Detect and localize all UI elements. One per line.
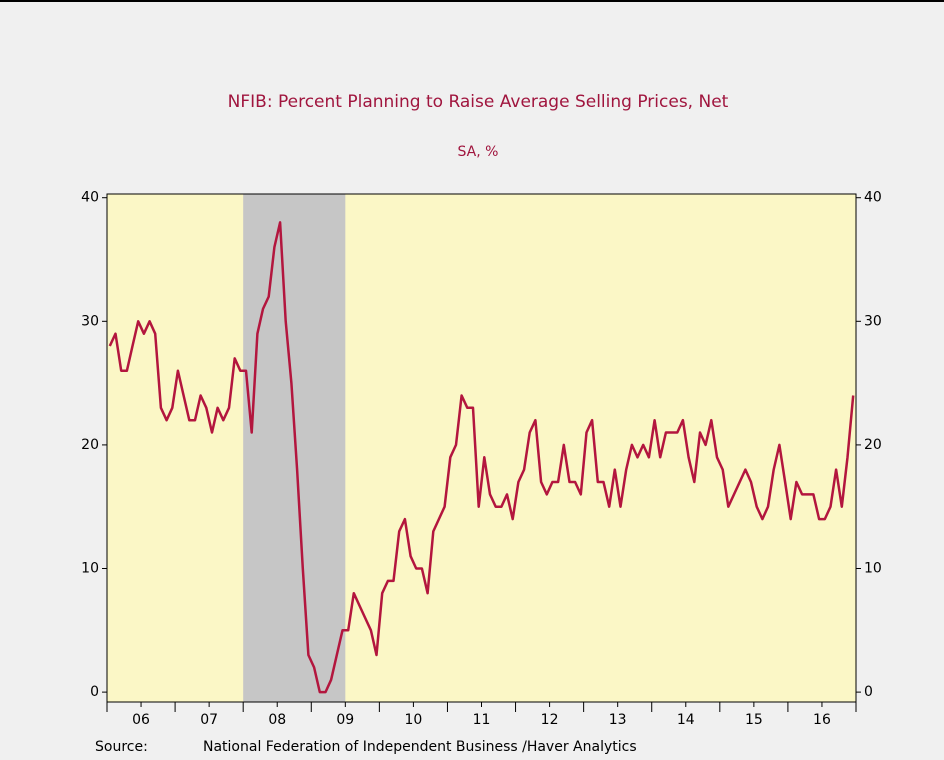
x-tick-label: 07 (200, 712, 218, 728)
x-tick-label: 16 (813, 712, 831, 728)
y-tick-label: 10 (81, 561, 99, 577)
y-tick-label: 20 (81, 437, 99, 453)
recession-band (243, 194, 346, 702)
y-tick-label: 40 (81, 190, 99, 206)
source-label: Source: (95, 739, 148, 755)
x-tick-label: 10 (404, 712, 422, 728)
x-tick-label: 08 (268, 712, 286, 728)
y2-tick-label: 40 (864, 190, 882, 206)
chart-title: NFIB: Percent Planning to Raise Average … (228, 92, 729, 112)
y-tick-label: 30 (81, 313, 99, 329)
y2-tick-label: 10 (864, 561, 882, 577)
x-tick-label: 12 (541, 712, 559, 728)
series-line (108, 221, 855, 694)
x-tick-label: 11 (473, 712, 491, 728)
x-tick-label: 15 (745, 712, 763, 728)
y2-tick-label: 20 (864, 437, 882, 453)
x-tick-label: 09 (336, 712, 354, 728)
source: National Federation of Independent Busin… (203, 739, 637, 755)
chart-subtitle: SA, % (458, 144, 499, 160)
y-tick-label: 0 (90, 684, 99, 700)
plot-area (107, 194, 856, 702)
x-tick-label: 13 (609, 712, 627, 728)
x-tick-label: 14 (677, 712, 695, 728)
x-tick-label: 06 (132, 712, 150, 728)
y2-tick-label: 0 (864, 684, 873, 700)
y2-tick-label: 30 (864, 313, 882, 329)
